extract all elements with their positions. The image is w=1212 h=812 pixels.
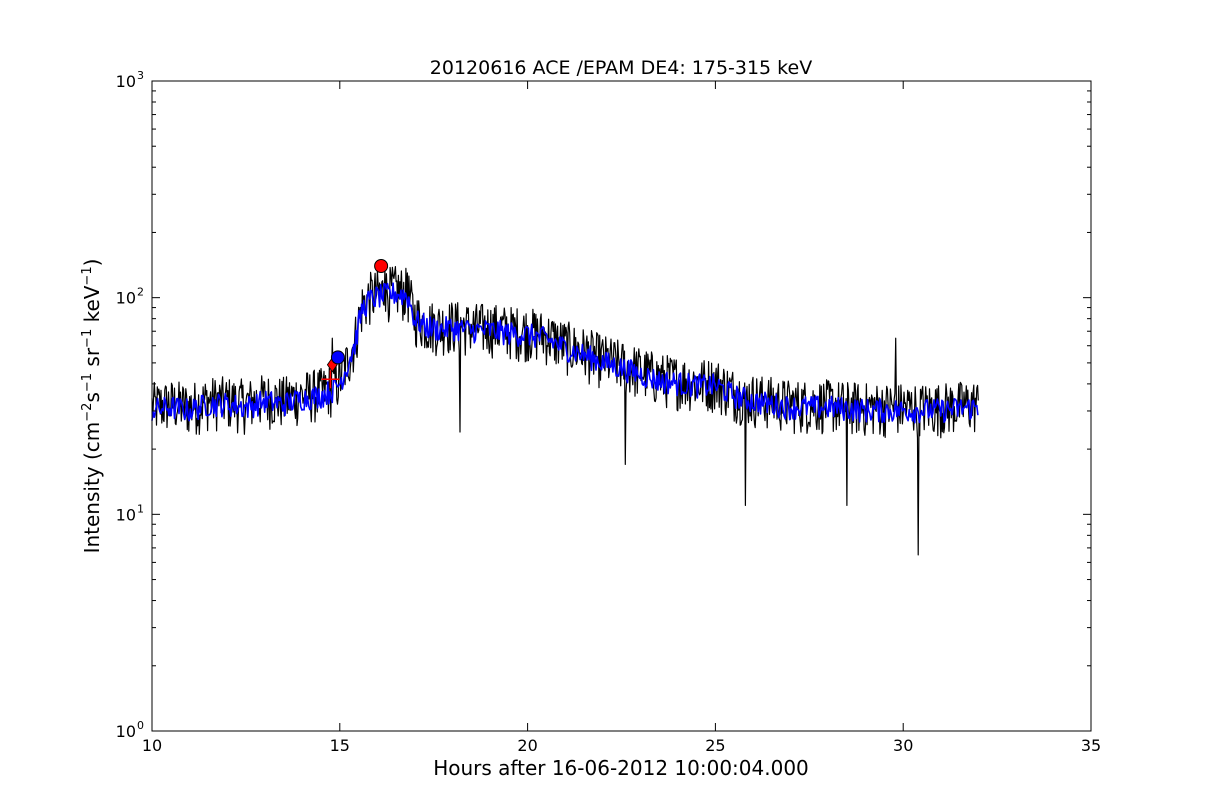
y-tick-exponent: 3 xyxy=(137,69,144,82)
y-tick-label: 10 xyxy=(116,72,136,91)
y-tick-label: 10 xyxy=(116,722,136,741)
y-tick-label: 10 xyxy=(116,289,136,308)
series-line-smoothed xyxy=(151,282,979,424)
y-label-prefix: Intensity (cm xyxy=(80,422,104,554)
y-label-mid3: keV xyxy=(80,285,104,329)
y-label-sup3: −1 xyxy=(80,329,95,348)
x-tick-label: 30 xyxy=(893,736,913,755)
y-axis-label: Intensity (cm−2s−1 sr−1 keV−1) xyxy=(80,259,104,554)
onset-cross-marker xyxy=(321,370,340,389)
x-tick-label: 10 xyxy=(142,736,162,755)
y-tick-exponent: 0 xyxy=(137,719,144,732)
x-tick-label: 15 xyxy=(330,736,350,755)
chart-title: 20120616 ACE /EPAM DE4: 175-315 keV xyxy=(430,57,812,79)
markers-layer xyxy=(321,259,389,389)
y-tick-label: 10 xyxy=(116,505,136,524)
y-label-mid1: s xyxy=(80,392,104,402)
y-tick-exponent: 1 xyxy=(137,502,144,515)
peak-circle-marker xyxy=(374,259,389,274)
y-tick-exponent: 2 xyxy=(137,286,144,299)
x-tick-label: 35 xyxy=(1081,736,1101,755)
y-label-sup4: −1 xyxy=(80,266,95,285)
y-label-suffix: ) xyxy=(80,259,104,267)
series-line-raw xyxy=(151,266,979,556)
y-label-sup2: −1 xyxy=(80,373,95,392)
series-smoothed xyxy=(151,282,979,424)
plot-area xyxy=(151,266,979,556)
x-tick-label: 20 xyxy=(517,736,537,755)
x-tick-label: 25 xyxy=(705,736,725,755)
series-raw xyxy=(151,266,979,556)
y-label-sup1: −2 xyxy=(80,403,95,422)
plot-frame xyxy=(151,80,1092,732)
x-axis-label: Hours after 16-06-2012 10:00:04.000 xyxy=(433,756,809,780)
onset-circle-blue-marker xyxy=(330,350,345,365)
y-label-mid2: sr xyxy=(80,347,104,373)
